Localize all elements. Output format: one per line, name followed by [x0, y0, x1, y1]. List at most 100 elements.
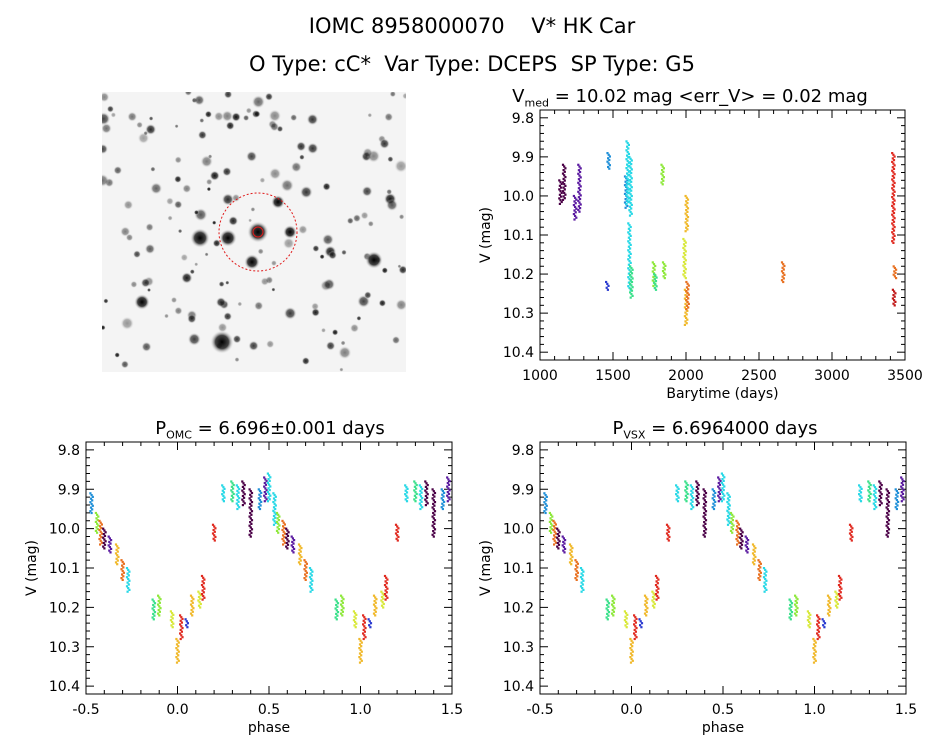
data-point [299, 545, 302, 548]
data-point [235, 484, 238, 487]
data-point [840, 578, 843, 581]
data-point [419, 504, 423, 507]
data-point [657, 578, 660, 581]
data-point [686, 484, 689, 487]
data-point [624, 624, 627, 627]
data-point [258, 490, 262, 493]
data-point [543, 497, 547, 500]
data-point [336, 605, 339, 608]
data-point-group [606, 152, 611, 170]
data-point [892, 241, 895, 244]
data-point-group [891, 152, 896, 244]
data-point [213, 525, 216, 528]
data-point [662, 275, 665, 278]
data-point [432, 521, 435, 524]
phase-omc-title: POMC = 6.696±0.001 days [155, 418, 385, 442]
data-point [894, 506, 897, 509]
data-point [867, 494, 870, 497]
data-point [628, 268, 631, 272]
data-point [553, 543, 556, 546]
data-point [687, 284, 690, 287]
data-point [661, 165, 664, 168]
data-point [827, 608, 830, 612]
data-point [197, 599, 200, 602]
data-point [241, 480, 244, 483]
data-point [177, 650, 180, 653]
data-point [690, 489, 693, 492]
data-point [335, 612, 338, 615]
data-point [612, 596, 615, 599]
data-point [627, 258, 630, 261]
data-point [720, 481, 723, 484]
data-point [687, 297, 690, 300]
data-point [340, 608, 343, 612]
data-point [579, 167, 582, 170]
data-point [243, 487, 246, 490]
data-point [816, 632, 819, 635]
data-point [557, 538, 560, 541]
data-point [90, 511, 93, 515]
data-point [432, 502, 435, 505]
data-point [753, 563, 756, 566]
data-point [652, 592, 655, 595]
field-star [282, 237, 295, 250]
data-point [838, 580, 841, 583]
data-point [249, 511, 252, 515]
data-point [628, 170, 632, 173]
data-point [624, 198, 627, 201]
y-tick-label: 10.4 [503, 345, 534, 361]
data-point [202, 594, 205, 598]
data-point-group [654, 574, 660, 601]
data-point [828, 614, 831, 617]
data-point [891, 160, 894, 163]
data-point [569, 557, 572, 560]
data-point [624, 615, 627, 618]
data-point [121, 560, 124, 564]
data-point [550, 519, 553, 522]
data-point [95, 526, 98, 529]
data-point [628, 200, 631, 203]
data-point [662, 170, 665, 173]
data-point [713, 504, 716, 507]
data-point [360, 650, 363, 653]
data-point [360, 641, 363, 644]
data-point [267, 478, 270, 481]
data-point [874, 500, 877, 503]
data-point [441, 502, 444, 505]
data-point [782, 280, 785, 284]
data-point [354, 612, 357, 615]
data-point [562, 546, 565, 549]
data-point [634, 634, 637, 637]
data-point [661, 270, 665, 273]
data-point [606, 603, 609, 607]
data-point [405, 491, 409, 494]
data-point [578, 192, 581, 195]
data-point [808, 626, 811, 629]
data-point [892, 215, 895, 218]
field-star [99, 91, 110, 103]
data-point [630, 284, 633, 287]
data-point [814, 650, 817, 653]
data-point [211, 532, 215, 535]
data-point [627, 147, 630, 150]
data-point [727, 502, 730, 505]
data-point [198, 601, 201, 604]
data-point [629, 661, 633, 664]
data-point [382, 594, 385, 597]
field-star [250, 206, 256, 212]
data-point [630, 275, 633, 278]
data-point [578, 174, 581, 177]
data-point [869, 487, 872, 490]
data-point [892, 153, 895, 156]
data-point [562, 549, 565, 552]
data-point-group [404, 484, 409, 503]
data-point [754, 555, 757, 559]
data-point [686, 300, 689, 304]
data-point [717, 481, 720, 485]
data-point [635, 636, 638, 639]
data-point [812, 647, 815, 650]
field-star [174, 306, 183, 316]
data-point [685, 308, 688, 311]
data-point [362, 628, 365, 631]
data-point [385, 582, 388, 585]
